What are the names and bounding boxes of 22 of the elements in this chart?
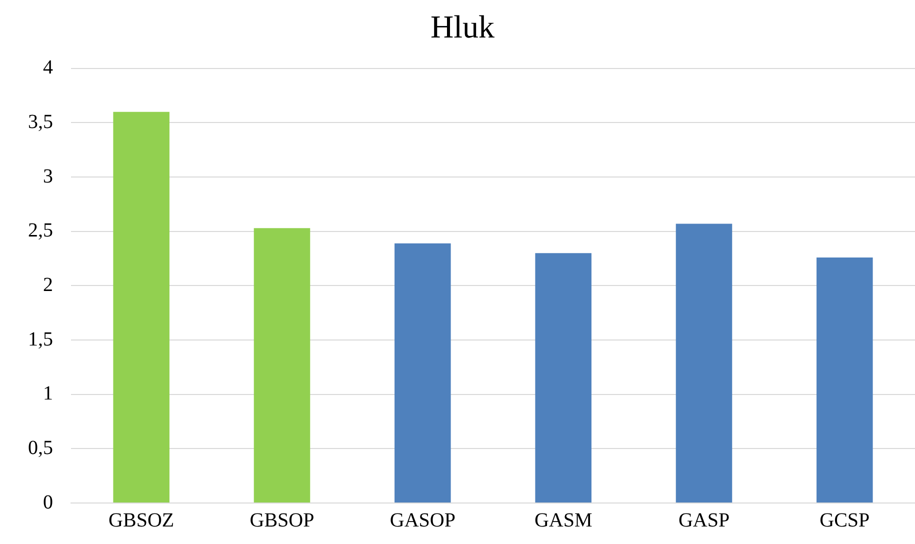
x-tick-label: GBSOZ (108, 509, 174, 532)
y-tick-label: 2 (43, 274, 53, 296)
x-tick-label: GASP (678, 509, 730, 532)
y-tick-label: 0 (43, 491, 53, 514)
bar (816, 257, 873, 502)
y-tick-label: 4 (43, 56, 53, 79)
bar (113, 112, 170, 502)
y-tick-label: 1,5 (28, 328, 53, 350)
x-tick-label: GCSP (820, 509, 870, 532)
x-tick-label: GASM (534, 509, 592, 532)
y-tick-label: 0,5 (28, 436, 53, 459)
y-tick-label: 2,5 (28, 220, 53, 242)
y-tick-label: 3,5 (28, 110, 53, 133)
bar (535, 253, 592, 502)
y-tick-label: 1 (43, 382, 53, 405)
bar (394, 243, 451, 502)
bar (254, 228, 310, 502)
bar (676, 224, 732, 502)
x-tick-label: GASOP (390, 509, 456, 532)
y-tick-label: 3 (43, 165, 53, 188)
chart-title: Hluk (430, 8, 494, 45)
x-tick-label: GBSOP (250, 509, 314, 532)
